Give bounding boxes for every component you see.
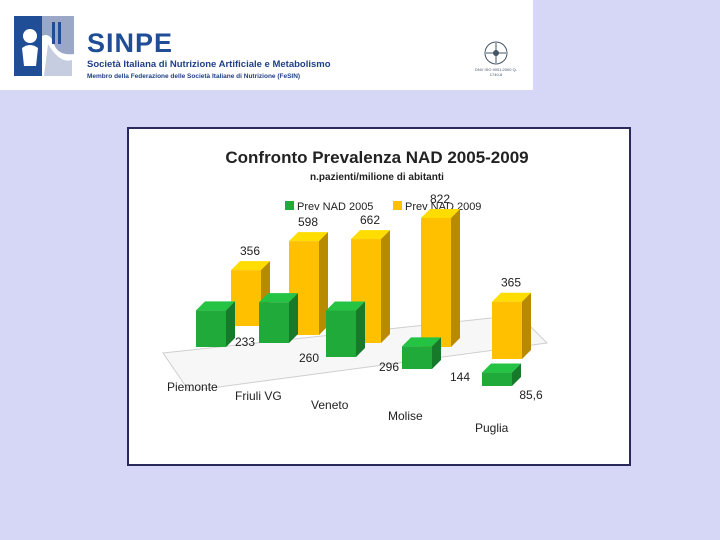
bar-2005-puglia	[482, 372, 512, 386]
bar-2009-veneto-top	[351, 230, 390, 240]
header-banner: SINPE Società Italiana di Nutrizione Art…	[0, 0, 533, 90]
bar-2009-molise-top	[421, 208, 460, 218]
bar-2005-veneto	[326, 310, 356, 357]
bar-2005-veneto-side	[356, 301, 365, 357]
bar-2009-molise-side	[451, 208, 460, 347]
category-label-friuli-vg: Friuli VG	[235, 389, 282, 403]
org-acronym: SINPE	[87, 28, 174, 58]
org-membership: Membro della Federazione delle Società I…	[87, 73, 301, 80]
bar-2009-puglia-side	[522, 292, 531, 359]
sinpe-logo-icon	[14, 16, 74, 76]
bar-2005-piemonte	[196, 310, 226, 347]
bar-2009-puglia-top	[492, 292, 531, 302]
legend-label-2009: Prev NAD 2009	[405, 201, 481, 213]
category-label-piemonte: Piemonte	[167, 380, 218, 394]
bar-2005-friuli-vg-side	[289, 293, 298, 343]
bar-2005-friuli-vg-top	[259, 293, 298, 303]
data-label-2005-molise: 144	[450, 370, 470, 384]
chart-subtitle: n.pazienti/milione di abitanti	[310, 172, 444, 183]
chart-frame: Confronto Prevalenza NAD 2005-2009 n.paz…	[127, 127, 631, 466]
bar-2009-friuli-vg-top	[289, 232, 328, 242]
bar-2005-friuli-vg	[259, 302, 289, 343]
bar-2009-puglia	[492, 301, 522, 359]
data-label-2005-puglia: 85,6	[519, 388, 543, 402]
data-label-2005-veneto: 296	[379, 360, 399, 374]
prevalence-chart: Confronto Prevalenza NAD 2005-2009 n.paz…	[162, 148, 549, 435]
data-label-2005-piemonte: 233	[235, 335, 255, 349]
category-label-puglia: Puglia	[475, 421, 509, 435]
legend-swatch-2005	[285, 201, 294, 210]
bar-2009-friuli-vg-side	[319, 232, 328, 335]
bar-2005-veneto-top	[326, 301, 365, 311]
bar-2005-molise-top	[402, 337, 441, 347]
data-label-2009-puglia: 365	[501, 276, 521, 290]
bar-2009-molise	[421, 217, 451, 347]
category-label-molise: Molise	[388, 409, 423, 423]
bar-2005-puglia-top	[482, 363, 521, 373]
chart-title: Confronto Prevalenza NAD 2005-2009	[225, 148, 528, 167]
data-label-2009-veneto: 662	[360, 213, 380, 227]
bar-2005-puglia-side	[512, 363, 521, 386]
bar-2005-piemonte-side	[226, 301, 235, 347]
data-label-2009-molise: 822	[430, 192, 450, 206]
certification-icon	[484, 41, 508, 65]
category-label-veneto: Veneto	[311, 398, 349, 412]
chart-legend: Prev NAD 2005 Prev NAD 2009	[285, 201, 481, 213]
bar-2009-veneto-side	[381, 230, 390, 343]
org-full-name: Società Italiana di Nutrizione Artificia…	[87, 59, 331, 70]
certification-text: DNV ISO 9001:2000 Q-1740-8	[474, 67, 518, 77]
bar-2009-piemonte	[231, 270, 261, 326]
bar-2005-molise	[402, 346, 432, 369]
plot-area: 356 598 662 822 365 233 260 296 144 85,6 Piemonte F…	[167, 192, 543, 435]
bar-2009-piemonte-top	[231, 261, 270, 271]
bar-2005-molise-side	[432, 337, 441, 369]
legend-swatch-2009	[393, 201, 402, 210]
data-label-2009-friuli-vg: 598	[298, 215, 318, 229]
bar-2005-piemonte-top	[196, 301, 235, 311]
legend-label-2005: Prev NAD 2005	[297, 201, 373, 213]
data-label-2005-friuli-vg: 260	[299, 351, 319, 365]
data-label-2009-piemonte: 356	[240, 244, 260, 258]
